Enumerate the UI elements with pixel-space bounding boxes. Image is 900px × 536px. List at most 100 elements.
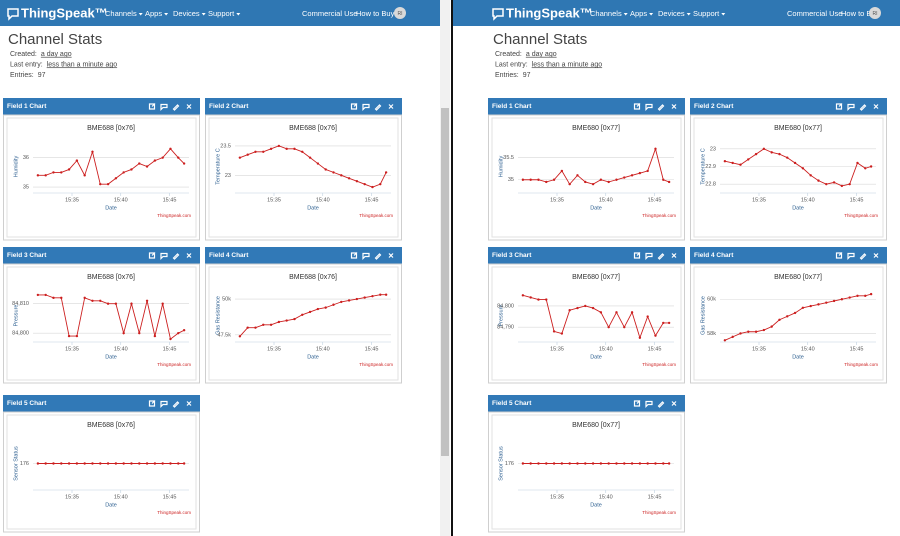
credit[interactable]: ThingSpeak.com: [157, 362, 191, 367]
close-icon[interactable]: [186, 104, 192, 109]
data-point[interactable]: [646, 462, 649, 465]
data-point[interactable]: [599, 311, 603, 314]
data-point[interactable]: [44, 293, 47, 297]
data-point[interactable]: [630, 311, 634, 314]
close-icon[interactable]: [388, 253, 394, 258]
data-point[interactable]: [285, 319, 288, 322]
data-point[interactable]: [537, 178, 540, 181]
nav-menu[interactable]: Apps: [630, 9, 647, 18]
data-point[interactable]: [552, 462, 556, 465]
data-point[interactable]: [153, 334, 157, 338]
data-point[interactable]: [182, 329, 186, 332]
data-point[interactable]: [793, 311, 797, 315]
data-point[interactable]: [130, 302, 133, 305]
data-point[interactable]: [99, 462, 102, 465]
close-icon[interactable]: [671, 104, 677, 109]
data-point[interactable]: [723, 339, 727, 342]
data-point[interactable]: [138, 462, 141, 465]
data-point[interactable]: [667, 462, 671, 465]
data-point[interactable]: [36, 293, 40, 297]
data-point[interactable]: [869, 292, 873, 296]
popout-icon[interactable]: [350, 252, 358, 259]
data-point[interactable]: [60, 171, 63, 174]
data-point[interactable]: [576, 174, 579, 177]
data-point[interactable]: [52, 171, 55, 174]
data-point[interactable]: [130, 168, 133, 171]
comment-icon[interactable]: [645, 252, 653, 260]
nav-link[interactable]: Commercial Use: [787, 9, 842, 18]
popout-icon[interactable]: [633, 400, 641, 407]
credit[interactable]: ThingSpeak.com: [844, 362, 878, 367]
data-point[interactable]: [371, 185, 374, 189]
credit[interactable]: ThingSpeak.com: [359, 213, 393, 218]
nav-link[interactable]: Commercial Use: [302, 9, 357, 18]
data-point[interactable]: [293, 317, 296, 321]
data-point[interactable]: [44, 174, 47, 177]
close-icon[interactable]: [388, 104, 394, 109]
data-point[interactable]: [825, 301, 828, 304]
data-point[interactable]: [568, 182, 571, 186]
data-point[interactable]: [254, 326, 257, 329]
edit-icon[interactable]: [657, 253, 665, 260]
data-point[interactable]: [654, 147, 657, 151]
data-point[interactable]: [545, 462, 548, 465]
data-point[interactable]: [778, 152, 781, 156]
comment-icon[interactable]: [362, 252, 370, 260]
edit-icon[interactable]: [859, 104, 867, 111]
nav-menu[interactable]: Devices: [173, 9, 200, 18]
nav-link[interactable]: How to Buy: [841, 9, 880, 18]
data-point[interactable]: [145, 462, 149, 465]
nav-menu[interactable]: Channels: [590, 9, 622, 18]
data-point[interactable]: [122, 171, 125, 174]
data-point[interactable]: [552, 178, 556, 181]
data-point[interactable]: [293, 147, 296, 151]
data-point[interactable]: [832, 181, 836, 184]
data-point[interactable]: [723, 160, 727, 163]
credit[interactable]: ThingSpeak.com: [157, 213, 191, 218]
data-point[interactable]: [754, 152, 758, 156]
data-point[interactable]: [138, 162, 141, 165]
data-point[interactable]: [262, 150, 265, 153]
popout-icon[interactable]: [350, 103, 358, 110]
credit[interactable]: ThingSpeak.com: [642, 510, 676, 515]
comment-icon[interactable]: [645, 400, 653, 408]
data-point[interactable]: [662, 462, 665, 465]
data-point[interactable]: [591, 462, 595, 465]
data-point[interactable]: [654, 334, 657, 337]
data-point[interactable]: [52, 462, 55, 465]
data-point[interactable]: [83, 462, 86, 465]
data-point[interactable]: [177, 156, 180, 159]
data-point[interactable]: [177, 331, 180, 335]
data-point[interactable]: [122, 331, 125, 335]
data-point[interactable]: [615, 178, 618, 181]
credit[interactable]: ThingSpeak.com: [642, 213, 676, 218]
data-point[interactable]: [825, 182, 828, 186]
data-point[interactable]: [238, 156, 242, 159]
logo[interactable]: ThingSpeak™: [506, 5, 593, 20]
data-point[interactable]: [83, 174, 86, 177]
data-point[interactable]: [607, 180, 610, 184]
popout-icon[interactable]: [148, 252, 156, 259]
popout-icon[interactable]: [835, 252, 843, 259]
data-point[interactable]: [801, 167, 805, 170]
close-icon[interactable]: [186, 401, 192, 406]
data-point[interactable]: [623, 325, 626, 329]
data-point[interactable]: [384, 293, 388, 296]
data-point[interactable]: [856, 294, 859, 298]
data-point[interactable]: [731, 161, 734, 165]
data-point[interactable]: [67, 462, 71, 465]
data-point[interactable]: [630, 174, 634, 177]
data-point[interactable]: [262, 323, 265, 327]
data-point[interactable]: [67, 334, 71, 338]
data-point[interactable]: [308, 156, 312, 159]
data-point[interactable]: [277, 320, 281, 324]
close-icon[interactable]: [873, 104, 879, 109]
data-point[interactable]: [770, 151, 773, 154]
data-point[interactable]: [762, 328, 766, 332]
data-point[interactable]: [153, 159, 157, 162]
close-icon[interactable]: [186, 253, 192, 258]
data-point[interactable]: [667, 321, 671, 325]
data-point[interactable]: [778, 318, 781, 321]
edit-icon[interactable]: [374, 253, 382, 260]
edit-icon[interactable]: [374, 104, 382, 111]
